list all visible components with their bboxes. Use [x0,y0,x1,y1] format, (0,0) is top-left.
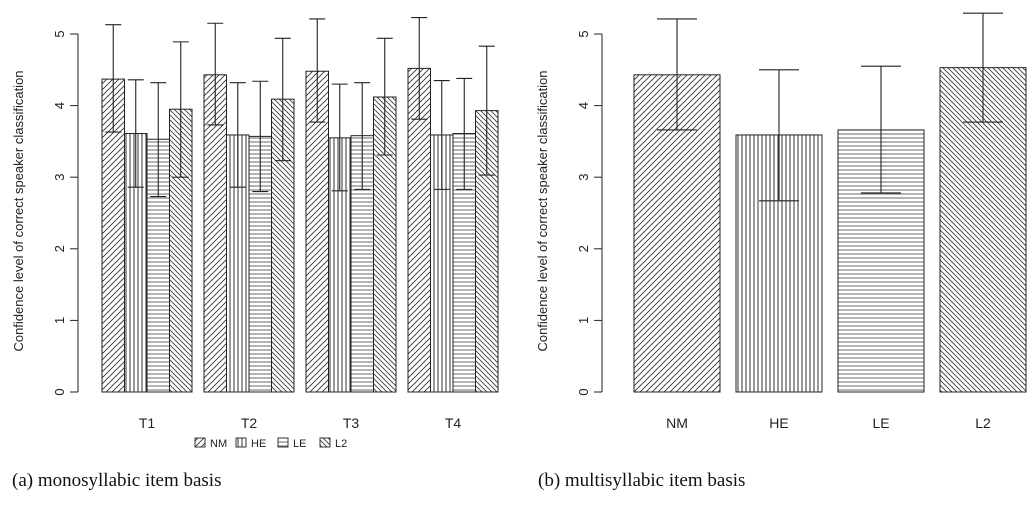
bars [101,16,499,393]
y-tick-label: 3 [52,174,67,181]
x-tick-label: LE [872,415,889,431]
error-bar-T3-NM [309,18,326,123]
legend-item-NM: NM [194,437,227,450]
y-tick-label: 5 [52,30,67,37]
y-tick-label: 2 [576,245,591,252]
y-tick-label: 5 [576,30,591,37]
x-tick-label: L2 [975,415,991,431]
error-bar-T1-LE [150,82,167,198]
y-axis-label: Confidence level of correct speaker clas… [11,70,26,351]
error-bar-T4-L2 [478,45,495,176]
legend-swatch [319,437,331,448]
error-bar-T2-L2 [274,37,291,162]
error-bar-T4-NM [411,16,428,120]
x-axis: T1 T2 T3 T4 [139,415,462,431]
error-bar-T1-HE [127,79,144,188]
legend-swatch [235,437,247,448]
caption-b: (b) multisyllabic item basis [538,470,746,491]
legend-label: NM [210,438,227,450]
y-tick-label: 0 [52,388,67,395]
x-tick-label: HE [769,415,788,431]
error-bar-T2-NM [207,22,224,126]
y-axis: 0 1 2 3 4 5 [576,30,603,396]
y-tick-label: 0 [576,388,591,395]
legend-label: HE [251,438,266,450]
error-bar-T1-NM [105,24,122,133]
legend-item-L2: L2 [319,437,347,450]
legend-label: L2 [335,438,347,450]
legend-label: LE [293,438,306,450]
error-bar-T3-HE [331,83,348,192]
error-bar-HE [759,69,799,202]
error-bar-T3-LE [354,82,371,190]
legend-swatch [194,437,206,448]
y-tick-label: 2 [52,245,67,252]
caption-a: (a) monosyllabic item basis [12,470,222,491]
error-bar-L2 [963,12,1003,123]
error-bar-T4-LE [456,77,473,190]
error-bar-T2-HE [229,82,246,188]
bars [633,12,1027,393]
y-tick-label: 3 [576,174,591,181]
y-tick-label: 1 [576,317,591,324]
error-bar-T3-L2 [376,37,393,156]
x-tick-label: T1 [139,415,156,431]
legend-item-LE: LE [277,437,306,450]
error-bar-T1-L2 [172,41,189,178]
chart-multisyllabic: Confidence level of correct speaker clas… [535,12,1027,431]
chart-monosyllabic: Confidence level of correct speaker clas… [11,16,499,450]
error-bar-T2-LE [252,80,269,193]
x-tick-label: NM [666,415,688,431]
x-tick-label: T2 [241,415,258,431]
y-tick-label: 4 [576,102,591,109]
y-axis: 0 1 2 3 4 5 [52,30,79,396]
error-bar-NM [657,18,697,131]
figure: Confidence level of correct speaker clas… [11,12,1027,450]
x-tick-label: T4 [445,415,462,431]
legend: NM HE LE L2 [194,437,347,450]
legend-item-HE: HE [235,437,266,450]
y-axis-label: Confidence level of correct speaker clas… [535,70,550,351]
error-bar-T4-HE [433,79,450,190]
y-tick-label: 4 [52,102,67,109]
x-axis: NM HE LE L2 [666,415,991,431]
x-tick-label: T3 [343,415,360,431]
y-tick-label: 1 [52,317,67,324]
error-bar-LE [861,65,901,194]
legend-swatch [277,437,289,448]
